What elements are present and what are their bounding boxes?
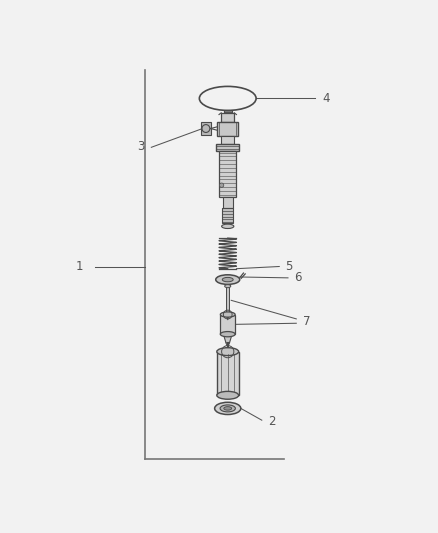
Ellipse shape bbox=[217, 348, 239, 356]
Text: 2: 2 bbox=[268, 415, 275, 428]
Bar bbox=[217, 122, 238, 135]
Ellipse shape bbox=[220, 332, 235, 337]
Ellipse shape bbox=[222, 277, 233, 282]
Bar bbox=[219, 151, 236, 197]
Text: 7: 7 bbox=[303, 314, 310, 328]
Ellipse shape bbox=[224, 407, 232, 410]
Ellipse shape bbox=[225, 285, 231, 288]
Ellipse shape bbox=[215, 402, 241, 415]
Text: 5: 5 bbox=[285, 260, 293, 273]
Ellipse shape bbox=[220, 405, 235, 412]
Ellipse shape bbox=[220, 312, 235, 317]
Bar bbox=[201, 123, 211, 135]
Bar bbox=[226, 286, 229, 314]
Polygon shape bbox=[223, 334, 232, 343]
Bar bbox=[217, 352, 239, 395]
Bar bbox=[224, 110, 232, 113]
Circle shape bbox=[219, 183, 224, 188]
Text: 6: 6 bbox=[294, 271, 301, 284]
Bar bbox=[223, 197, 233, 207]
Polygon shape bbox=[226, 314, 229, 320]
Text: 4: 4 bbox=[322, 92, 330, 105]
Ellipse shape bbox=[222, 224, 234, 229]
Bar bbox=[220, 314, 235, 334]
Text: 3: 3 bbox=[137, 140, 144, 153]
Text: 1: 1 bbox=[75, 260, 83, 273]
Bar bbox=[221, 113, 234, 122]
Bar bbox=[222, 207, 233, 223]
Bar bbox=[216, 144, 239, 151]
Ellipse shape bbox=[217, 391, 239, 399]
Bar bbox=[221, 135, 234, 144]
Ellipse shape bbox=[216, 275, 240, 285]
